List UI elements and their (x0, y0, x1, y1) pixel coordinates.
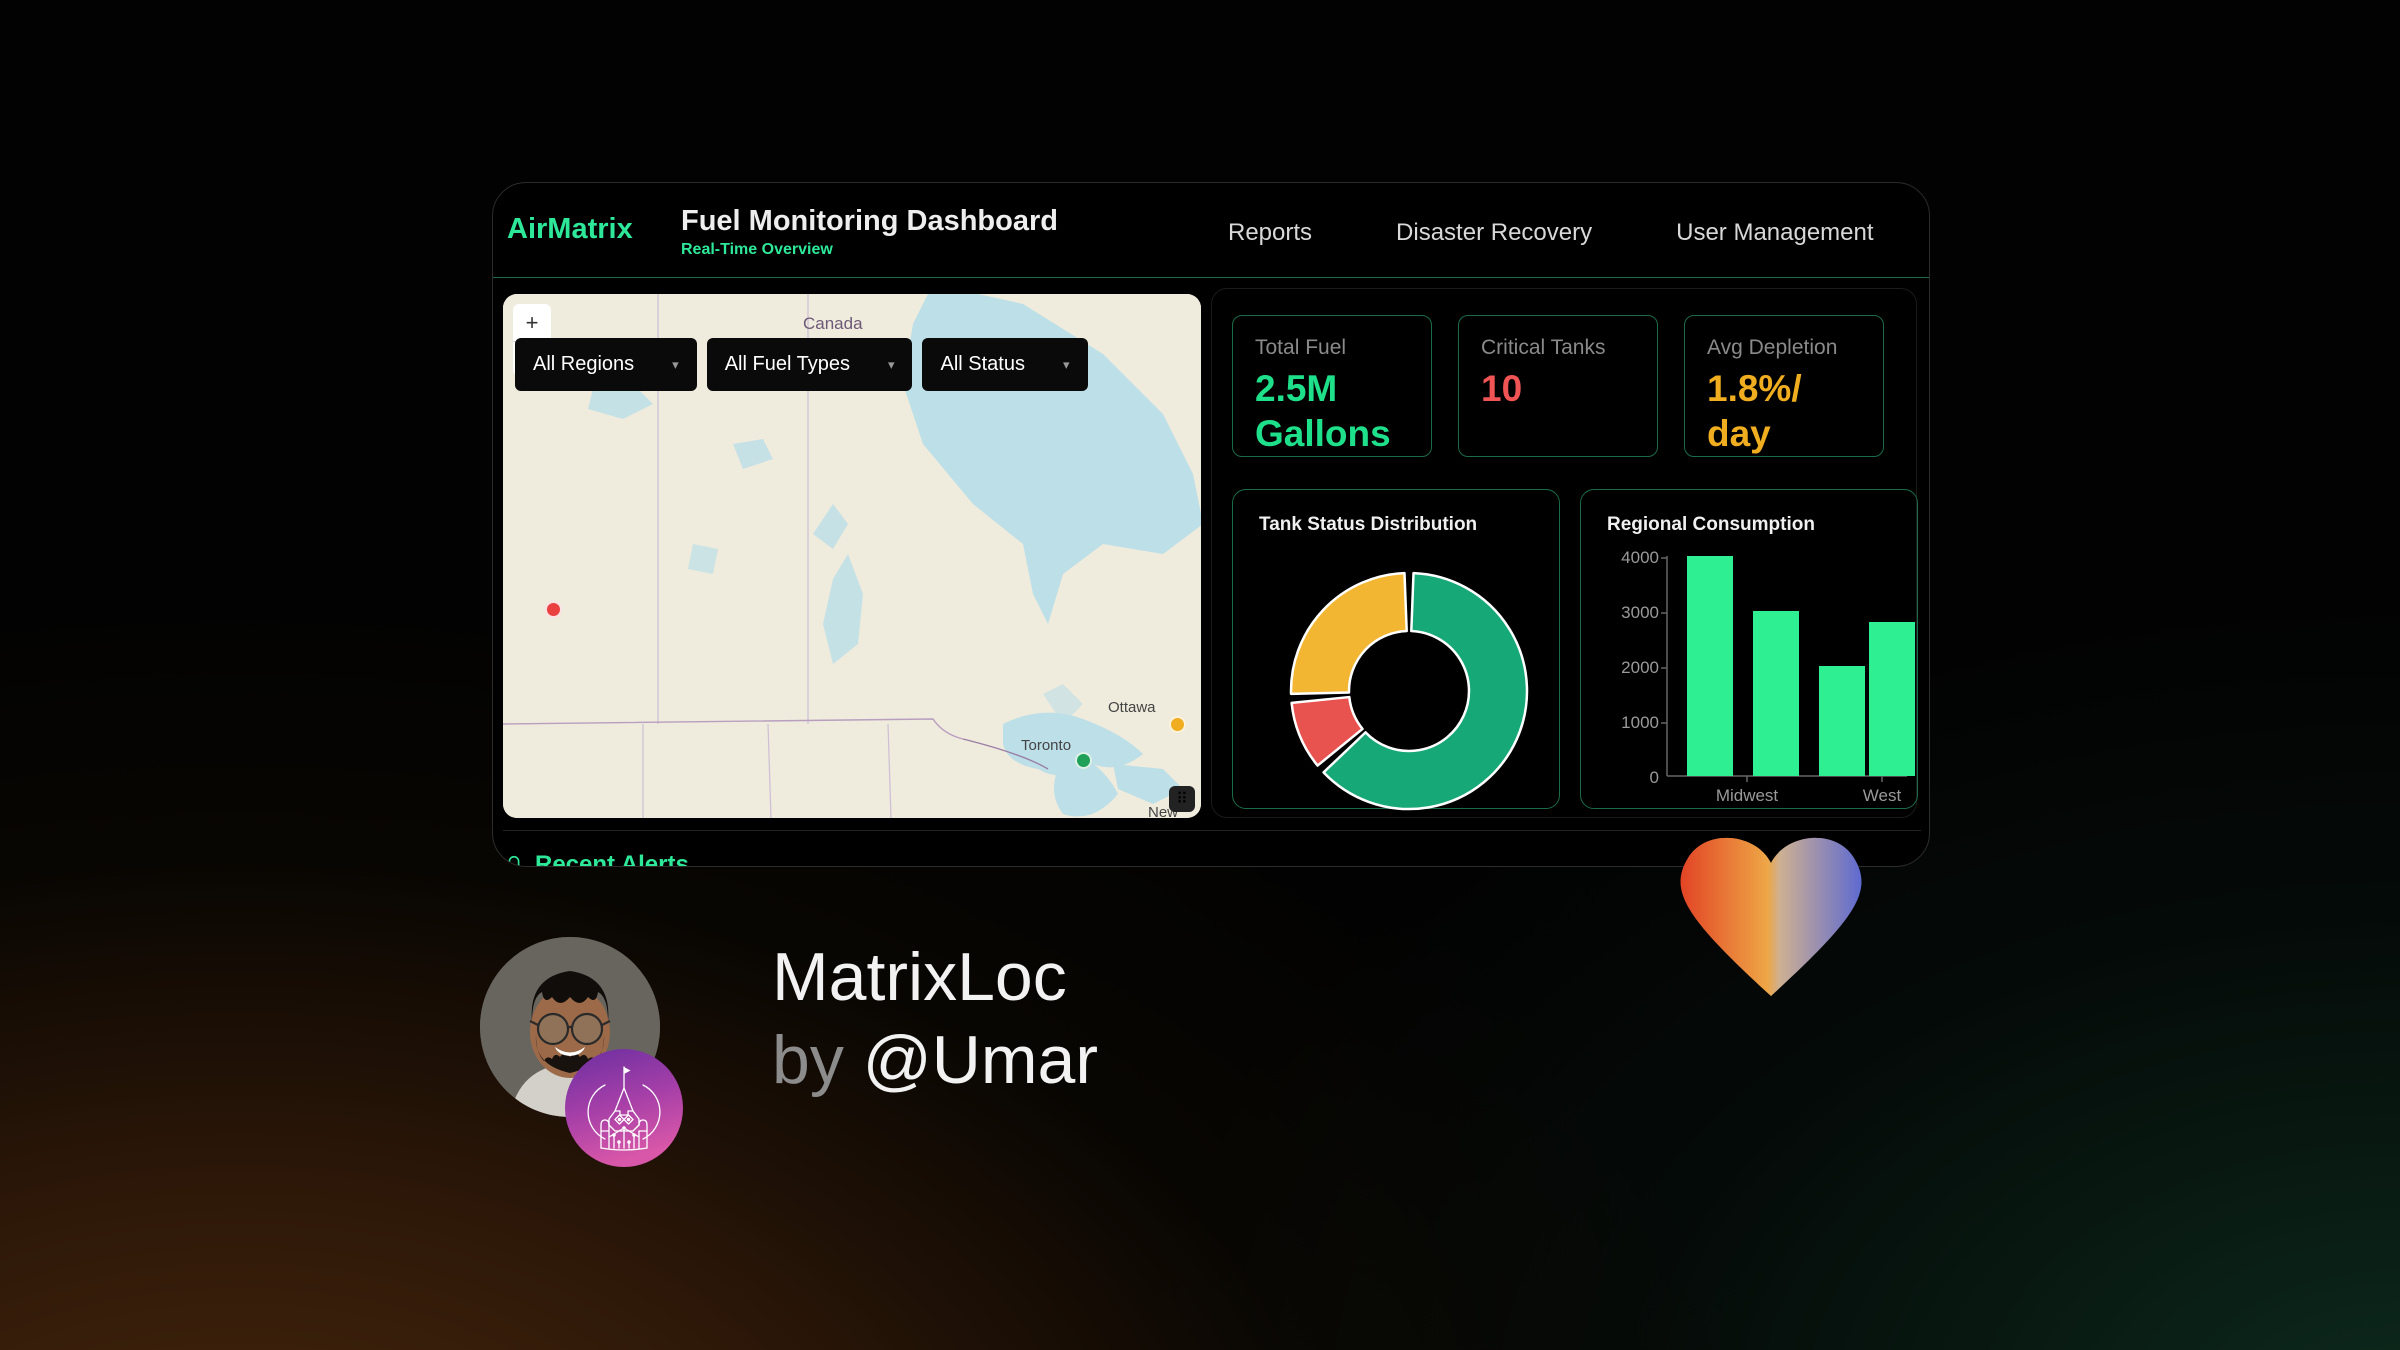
svg-text:3000: 3000 (1621, 603, 1659, 622)
svg-text:0: 0 (1650, 768, 1659, 787)
svg-text:Midwest: Midwest (1716, 786, 1779, 805)
svg-text:2000: 2000 (1621, 658, 1659, 677)
svg-text:4000: 4000 (1621, 548, 1659, 567)
svg-text:1000: 1000 (1621, 713, 1659, 732)
svg-text:West: West (1863, 786, 1902, 805)
